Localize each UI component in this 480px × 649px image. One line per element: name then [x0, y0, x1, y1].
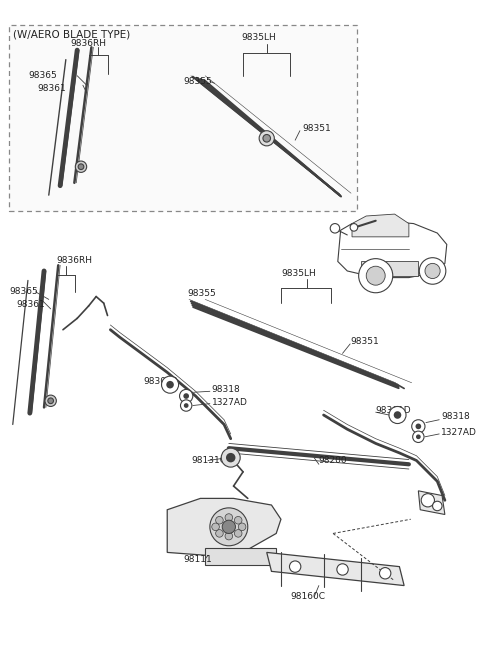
Circle shape [289, 561, 301, 572]
Text: 98111: 98111 [183, 554, 212, 563]
Circle shape [226, 453, 236, 462]
Polygon shape [419, 491, 445, 515]
Circle shape [45, 395, 56, 406]
Circle shape [259, 130, 274, 146]
Circle shape [180, 400, 192, 411]
Circle shape [413, 431, 424, 443]
Circle shape [216, 530, 223, 537]
Circle shape [75, 161, 87, 173]
Circle shape [225, 532, 233, 540]
Circle shape [366, 266, 385, 285]
Text: 9836RH: 9836RH [56, 256, 92, 265]
Bar [9, 25, 357, 212]
Text: 98200: 98200 [319, 456, 348, 465]
Circle shape [416, 434, 420, 439]
Polygon shape [352, 214, 409, 237]
Circle shape [48, 398, 53, 404]
Text: 98355: 98355 [183, 77, 212, 86]
Text: 98361: 98361 [37, 84, 66, 93]
Text: 98365: 98365 [9, 288, 38, 297]
Circle shape [389, 406, 406, 424]
Circle shape [212, 523, 219, 531]
Circle shape [263, 134, 271, 142]
Circle shape [330, 223, 340, 233]
Text: 9836RH: 9836RH [71, 39, 107, 48]
Text: 98318: 98318 [212, 385, 240, 394]
Circle shape [420, 258, 446, 284]
Circle shape [234, 517, 242, 524]
Circle shape [222, 520, 236, 533]
Circle shape [184, 403, 189, 408]
Circle shape [221, 448, 240, 467]
Text: (W/AERO BLADE TYPE): (W/AERO BLADE TYPE) [13, 29, 130, 39]
Circle shape [421, 494, 434, 507]
Circle shape [225, 514, 233, 521]
Circle shape [78, 164, 84, 169]
Polygon shape [205, 548, 276, 565]
Circle shape [180, 389, 193, 402]
Circle shape [166, 381, 174, 389]
Circle shape [412, 420, 425, 433]
Circle shape [234, 530, 242, 537]
Text: 9835LH: 9835LH [281, 269, 316, 278]
Bar [361, 262, 419, 276]
Circle shape [416, 424, 421, 429]
Circle shape [183, 393, 189, 399]
Circle shape [350, 223, 358, 231]
Polygon shape [267, 552, 404, 585]
Text: 98301D: 98301D [376, 406, 411, 415]
Text: 98365: 98365 [28, 71, 57, 80]
Circle shape [359, 259, 393, 293]
Circle shape [337, 564, 348, 575]
Circle shape [238, 523, 246, 531]
Text: 98318: 98318 [441, 412, 470, 421]
Circle shape [425, 263, 440, 278]
Text: 98351: 98351 [303, 125, 332, 133]
Text: 1327AD: 1327AD [441, 428, 477, 437]
Circle shape [162, 376, 179, 393]
Text: 9835LH: 9835LH [241, 33, 276, 42]
Text: 98160C: 98160C [290, 593, 325, 602]
Text: 98131C: 98131C [191, 456, 226, 465]
Text: 98351: 98351 [350, 337, 379, 345]
Text: 98301P: 98301P [144, 377, 178, 386]
Circle shape [210, 508, 248, 546]
Text: 98355: 98355 [187, 289, 216, 298]
Circle shape [216, 517, 223, 524]
Circle shape [432, 501, 442, 511]
Circle shape [394, 411, 401, 419]
Polygon shape [167, 498, 281, 556]
Text: 1327AD: 1327AD [212, 398, 248, 407]
Text: 98361: 98361 [16, 300, 45, 309]
Polygon shape [338, 221, 447, 278]
Circle shape [380, 568, 391, 579]
